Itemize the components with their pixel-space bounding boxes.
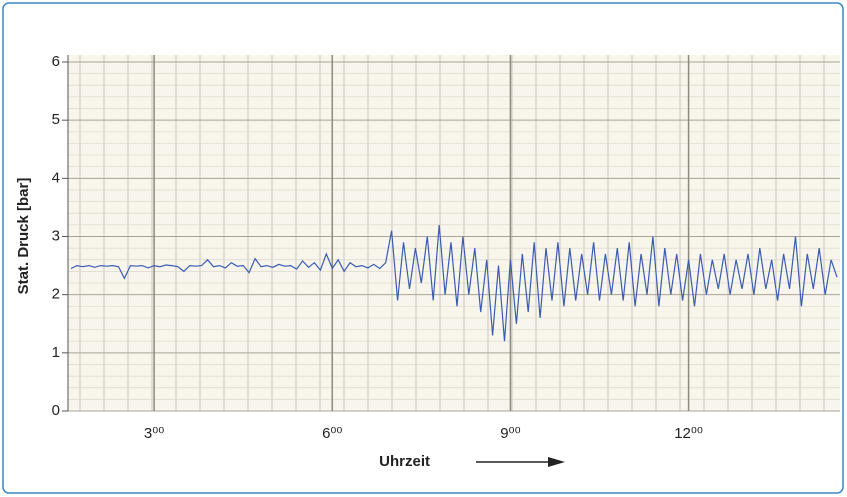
- x-tick-label: 3⁰⁰: [144, 425, 164, 442]
- chart: Stat. Druck [bar] Uhrzeit 0 1 2 3 4 5 6 3⁰⁰ 6⁰⁰ 9…: [0, 0, 847, 497]
- x-tick-label: 12⁰⁰: [674, 425, 703, 442]
- y-tick-label: 2: [52, 286, 60, 303]
- x-tick-label: 6⁰⁰: [322, 425, 342, 442]
- y-tick-label: 5: [52, 111, 60, 128]
- y-tick-label: 0: [52, 402, 60, 419]
- y-tick-label: 3: [52, 227, 60, 244]
- y-tick-label: 6: [52, 53, 60, 70]
- y-axis-title: Stat. Druck [bar]: [15, 178, 32, 295]
- page: Stat. Druck [bar] Uhrzeit 0 1 2 3 4 5 6 3⁰⁰ 6⁰⁰ 9…: [0, 0, 847, 497]
- x-tick-label: 9⁰⁰: [500, 425, 520, 442]
- y-tick-label: 4: [52, 169, 60, 186]
- x-axis-title: Uhrzeit: [379, 453, 430, 470]
- y-tick-label: 1: [52, 344, 60, 361]
